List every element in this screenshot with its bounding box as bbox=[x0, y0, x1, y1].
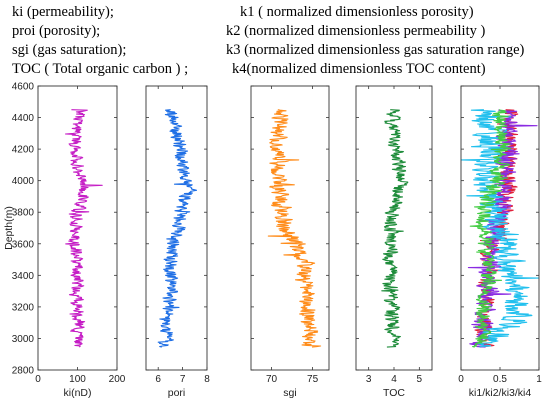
x-tick-label: 200 bbox=[109, 374, 126, 385]
x-tick-label: 75 bbox=[307, 374, 319, 385]
y-tick-label: 3400 bbox=[12, 271, 35, 282]
legend-right-1: k1 ( normalized dimensionless porosity) bbox=[240, 4, 474, 20]
panel-frame bbox=[250, 85, 330, 371]
x-axis-label: ki1/ki2/ki3/ki4 bbox=[469, 387, 532, 399]
y-tick-label: 3800 bbox=[12, 208, 35, 219]
track-panel: 3 4 5 TOC bbox=[355, 85, 433, 399]
series-line bbox=[267, 109, 322, 348]
legend-left-2: proi (porosity); bbox=[12, 23, 101, 39]
y-tick-label: 3600 bbox=[12, 239, 35, 250]
x-tick-label: 4 bbox=[391, 374, 397, 385]
x-tick-label: 0.5 bbox=[493, 374, 507, 385]
x-axis-label: sgi bbox=[283, 387, 296, 399]
x-tick-label: 0 bbox=[458, 374, 464, 385]
legend-left-1: ki (permeability); bbox=[12, 4, 114, 20]
x-tick-label: 0 bbox=[35, 374, 41, 385]
x-axis-label: pori bbox=[168, 387, 186, 399]
panel-frame bbox=[145, 85, 208, 371]
track-panel: 0 0.5 1 ki1/ki2/ki3/ki4 bbox=[458, 85, 542, 399]
x-tick-label: 8 bbox=[204, 374, 210, 385]
track-panel: 70 75 sgi bbox=[250, 85, 330, 399]
legend-text-block: ki (permeability); k1 ( normalized dimen… bbox=[0, 0, 550, 84]
legend-left-4: TOC ( Total organic carbon ) ; bbox=[12, 61, 189, 77]
series-line bbox=[381, 109, 409, 348]
x-tick-label: 1 bbox=[536, 374, 542, 385]
x-axis-label: ki(nD) bbox=[64, 387, 92, 399]
y-tick-label: 2800 bbox=[12, 366, 35, 377]
y-tick-label: 3200 bbox=[12, 302, 35, 313]
y-axis-label: Depth(m) bbox=[3, 206, 15, 250]
y-tick-label: 3000 bbox=[12, 334, 35, 345]
y-tick-label: 4200 bbox=[12, 145, 35, 156]
x-tick-label: 6 bbox=[155, 374, 161, 385]
x-tick-label: 70 bbox=[266, 374, 278, 385]
series-line bbox=[157, 109, 198, 348]
series-line bbox=[469, 109, 512, 348]
x-tick-label: 3 bbox=[366, 374, 372, 385]
legend-left-3: sgi (gas saturation); bbox=[12, 42, 127, 58]
y-tick-label: 4000 bbox=[12, 176, 35, 187]
track-panel: 6 7 8 pori bbox=[145, 85, 210, 399]
track-panel: 0 100 200 ki(nD) bbox=[35, 85, 126, 399]
x-axis-label: TOC bbox=[383, 387, 405, 399]
legend-right-3: k3 (normalized dimensionless gas saturat… bbox=[226, 42, 525, 58]
x-tick-label: 100 bbox=[69, 374, 86, 385]
series-line bbox=[64, 109, 103, 348]
legend-right-4: k4(normalized dimensionless TOC content) bbox=[232, 61, 486, 77]
x-tick-label: 7 bbox=[180, 374, 186, 385]
legend-right-2: k2 (normalized dimensionless permeabilit… bbox=[226, 23, 486, 39]
x-tick-label: 5 bbox=[417, 374, 423, 385]
y-tick-label: 4400 bbox=[12, 113, 35, 124]
y-tick-label: 4600 bbox=[12, 82, 35, 93]
